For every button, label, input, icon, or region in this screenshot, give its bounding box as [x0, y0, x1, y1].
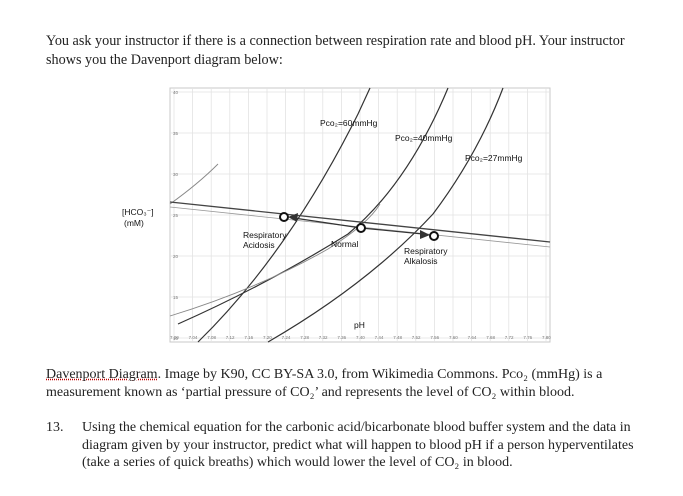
- arrow-to-acidosis: [293, 217, 362, 229]
- davenport-diagram: 40 35 30 25 20 15 10 7.00 7.04 7.08 7.12 7.16 7.20 7…: [118, 84, 558, 354]
- y-tick-labels: 40 35 30 25 20 15 10: [173, 90, 179, 341]
- isobar-label-60: Pco₂=60mmHg: [320, 118, 378, 128]
- x-tick-label: 7.08: [207, 335, 216, 340]
- grid-lines: [170, 88, 550, 342]
- x-tick-label: 7.80: [542, 335, 551, 340]
- label-alkalosis-line1: Respiratory: [404, 246, 448, 256]
- caption-title: Davenport Diagram: [46, 367, 158, 382]
- point-respiratory-alkalosis: [429, 231, 439, 241]
- question-number: 13.: [46, 420, 64, 435]
- y-tick-label: 40: [173, 90, 179, 95]
- point-normal: [356, 223, 366, 233]
- y-tick-label: 10: [173, 336, 179, 341]
- x-tick-label: 7.44: [375, 335, 384, 340]
- y-axis-label-line2: (mM): [124, 218, 144, 228]
- x-tick-label: 7.36: [337, 335, 346, 340]
- x-tick-label: 7.48: [393, 335, 402, 340]
- y-tick-label: 35: [173, 131, 179, 136]
- isobar-40-curve: [177, 87, 449, 325]
- arrow-to-alkalosis: [360, 227, 424, 235]
- x-tick-label: 7.16: [244, 335, 253, 340]
- x-tick-label: 7.12: [226, 335, 235, 340]
- x-tick-label: 7.40: [356, 335, 365, 340]
- caption-text: . Image by K90, CC BY-SA 3.0, from Wikim…: [46, 367, 603, 400]
- x-tick-label: 7.32: [319, 335, 328, 340]
- isobar-60-curve: [197, 87, 371, 343]
- label-alkalosis-line2: Alkalosis: [404, 256, 438, 266]
- isobar-upper-curve: [169, 163, 219, 205]
- arrow-head-acidosis: [288, 213, 298, 222]
- x-tick-label: 7.00: [170, 335, 179, 340]
- x-tick-label: 7.68: [486, 335, 495, 340]
- intro-paragraph: You ask your instructor if there is a co…: [46, 33, 625, 68]
- figure-caption: Davenport Diagram. Image by K90, CC BY-S…: [46, 366, 646, 401]
- buffer-line: [169, 201, 551, 243]
- x-tick-label: 7.24: [282, 335, 291, 340]
- label-normal: Normal: [331, 239, 359, 249]
- x-tick-label: 7.20: [263, 335, 272, 340]
- y-tick-label: 20: [173, 254, 179, 259]
- isobar-label-27: Pco₂=27mmHg: [465, 153, 523, 163]
- x-tick-label: 7.60: [449, 335, 458, 340]
- y-axis-label-line1: [HCO₃⁻]: [122, 207, 154, 217]
- question-13: 13. Using the chemical equation for the …: [46, 419, 646, 472]
- x-tick-label: 7.56: [430, 335, 439, 340]
- y-tick-label: 15: [173, 295, 179, 300]
- x-tick-label: 7.52: [412, 335, 421, 340]
- x-tick-label: 7.64: [468, 335, 477, 340]
- label-acidosis-line1: Respiratory: [243, 230, 287, 240]
- x-tick-labels: 7.00 7.04 7.08 7.12 7.16 7.20 7.24 7.28 7.32 7.36…: [170, 335, 551, 340]
- question-text: Using the chemical equation for the carb…: [82, 420, 634, 470]
- y-tick-label: 25: [173, 213, 179, 218]
- arrow-head-alkalosis: [420, 230, 430, 239]
- point-respiratory-acidosis: [279, 212, 289, 222]
- x-axis-label: pH: [354, 320, 365, 330]
- isobar-27-curve: [267, 87, 504, 343]
- x-tick-label: 7.28: [300, 335, 309, 340]
- y-tick-label: 30: [173, 172, 179, 177]
- isobar-label-40: Pco₂=40mmHg: [395, 133, 453, 143]
- x-tick-label: 7.76: [523, 335, 532, 340]
- isobar-lower-curve: [169, 203, 381, 317]
- label-acidosis-line2: Acidosis: [243, 240, 275, 250]
- x-tick-label: 7.04: [189, 335, 198, 340]
- x-tick-label: 7.72: [505, 335, 514, 340]
